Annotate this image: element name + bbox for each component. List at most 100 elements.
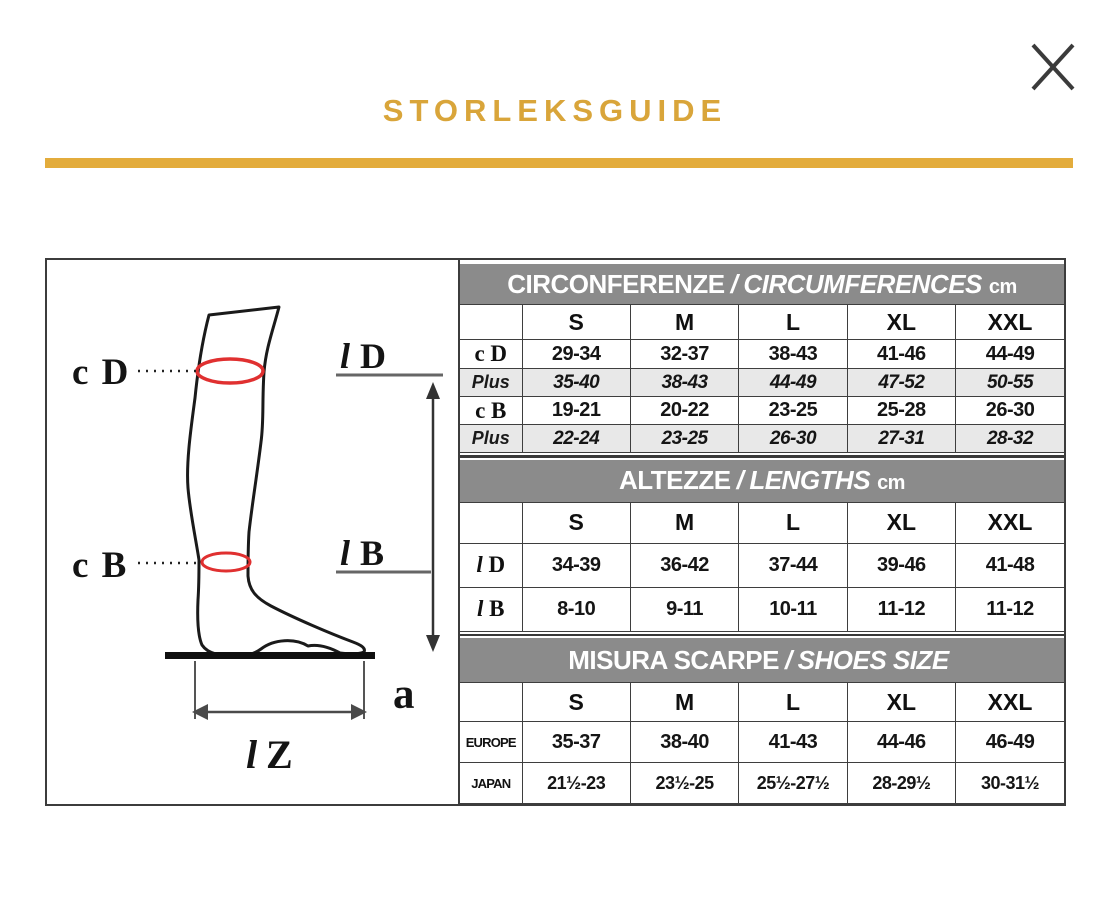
table-cell: 23-25 bbox=[738, 396, 848, 425]
size-col-header: XL bbox=[846, 501, 957, 544]
header-unit: cm bbox=[988, 275, 1017, 298]
table-cell: 29-34 bbox=[521, 339, 631, 369]
table-cell: 38-43 bbox=[738, 339, 848, 369]
shoes-size-header: MISURA SCARPE / SHOES SIZE bbox=[460, 638, 1064, 683]
table-cell: 10-11 bbox=[738, 586, 848, 632]
table-row-ld: l D 34-39 36-42 37-44 39-46 41-48 bbox=[460, 542, 1064, 588]
size-col-header: XXL bbox=[955, 682, 1064, 722]
table-cell: 21½-23 bbox=[521, 762, 631, 804]
table-cell: 32-37 bbox=[629, 339, 740, 369]
ground-line bbox=[165, 652, 375, 659]
header-title-it: MISURA SCARPE bbox=[568, 644, 779, 675]
page-title: STORLEKSGUIDE bbox=[382, 93, 728, 128]
table-cell: 28-32 bbox=[955, 424, 1064, 453]
lengths-table: ALTEZZE / LENGTHS cm S M L XL XXL l D 34-39… bbox=[460, 459, 1064, 632]
size-col-header: S bbox=[521, 501, 631, 544]
header-title-en: CIRCUMFERENCES bbox=[743, 268, 982, 299]
header-slash: / bbox=[784, 644, 792, 675]
label-ld-l: l bbox=[340, 336, 350, 376]
table-cell: 38-40 bbox=[629, 721, 740, 763]
table-cell: 41-43 bbox=[738, 721, 848, 763]
section-divider bbox=[460, 455, 1064, 458]
table-cell: 44-49 bbox=[955, 339, 1064, 369]
table-cell: 26-30 bbox=[738, 424, 848, 453]
table-cell: 25½-27½ bbox=[738, 762, 848, 804]
label-lz: Z bbox=[266, 732, 293, 777]
table-cell: 9-11 bbox=[629, 586, 740, 632]
leg-outline bbox=[186, 305, 366, 658]
row-label: c B bbox=[460, 396, 523, 425]
corner-cell bbox=[460, 682, 523, 722]
table-row-europe: EUROPE 35-37 38-40 41-43 44-46 46-49 bbox=[460, 721, 1064, 763]
close-button[interactable] bbox=[1030, 42, 1076, 92]
table-cell: 50-55 bbox=[955, 368, 1064, 397]
table-row-cd: c D 29-34 32-37 38-43 41-46 44-49 bbox=[460, 339, 1064, 369]
header-unit: cm bbox=[877, 472, 905, 494]
corner-cell bbox=[460, 501, 523, 544]
table-cell: 44-46 bbox=[846, 721, 957, 763]
table-cell: 46-49 bbox=[955, 721, 1064, 763]
foot-length-arrow bbox=[192, 661, 367, 720]
header-title-en: LENGTHS bbox=[749, 465, 871, 495]
table-cell: 11-12 bbox=[846, 586, 957, 632]
lengths-header: ALTEZZE / LENGTHS cm bbox=[460, 459, 1064, 502]
section-divider bbox=[460, 633, 1064, 636]
table-cell: 41-48 bbox=[955, 542, 1064, 588]
row-label: l B bbox=[460, 586, 523, 632]
table-cell: 28-29½ bbox=[846, 762, 957, 804]
label-lb: B bbox=[360, 533, 384, 573]
shoes-size-table: MISURA SCARPE / SHOES SIZE S M L XL XXL EU… bbox=[460, 638, 1064, 804]
label-lz-l: l bbox=[246, 732, 258, 777]
table-cell: 37-44 bbox=[738, 542, 848, 588]
row-label: Plus bbox=[460, 424, 523, 453]
table-cell: 44-49 bbox=[738, 368, 848, 397]
table-cell: 19-21 bbox=[521, 396, 631, 425]
size-col-header: L bbox=[738, 304, 848, 340]
size-col-header: S bbox=[521, 304, 631, 340]
header-title-it: CIRCONFERENZE bbox=[507, 268, 725, 299]
ankle-circumference-ellipse bbox=[200, 551, 252, 573]
label-ld: D bbox=[360, 336, 386, 376]
header-slash: / bbox=[736, 465, 744, 495]
size-col-header: XXL bbox=[955, 304, 1064, 340]
size-col-header: S bbox=[521, 682, 631, 722]
header-slash: / bbox=[730, 268, 738, 299]
table-cell: 22-24 bbox=[521, 424, 631, 453]
size-col-header: XL bbox=[846, 682, 957, 722]
vertical-length-arrow bbox=[426, 382, 440, 652]
size-col-header: M bbox=[629, 501, 740, 544]
row-label: l D bbox=[460, 542, 523, 588]
table-cell: 38-43 bbox=[629, 368, 740, 397]
table-row-cb: c B 19-21 20-22 23-25 25-28 26-30 bbox=[460, 396, 1064, 425]
table-cell: 36-42 bbox=[629, 542, 740, 588]
table-cell: 35-40 bbox=[521, 368, 631, 397]
title-divider-rule bbox=[45, 158, 1073, 168]
circumferences-header: CIRCONFERENZE / CIRCUMFERENCES cm bbox=[460, 264, 1064, 305]
table-cell: 47-52 bbox=[846, 368, 957, 397]
table-cell: 27-31 bbox=[846, 424, 957, 453]
calf-circumference-ellipse bbox=[195, 357, 265, 385]
table-row-cd-plus: Plus 35-40 38-43 44-49 47-52 50-55 bbox=[460, 368, 1064, 397]
table-row-lb: l B 8-10 9-11 10-11 11-12 11-12 bbox=[460, 586, 1064, 632]
row-label: JAPAN bbox=[460, 762, 523, 804]
label-cb: c B bbox=[72, 545, 128, 586]
header-title-en: SHOES SIZE bbox=[797, 644, 950, 675]
table-cell: 8-10 bbox=[521, 586, 631, 632]
size-col-header: XXL bbox=[955, 501, 1064, 544]
table-cell: 23½-25 bbox=[629, 762, 740, 804]
size-col-header: M bbox=[629, 682, 740, 722]
table-cell: 20-22 bbox=[629, 396, 740, 425]
size-col-header: M bbox=[629, 304, 740, 340]
row-label: EUROPE bbox=[460, 721, 523, 763]
size-col-header: XL bbox=[846, 304, 957, 340]
size-col-header: L bbox=[738, 501, 848, 544]
table-cell: 34-39 bbox=[521, 542, 631, 588]
circumferences-table: CIRCONFERENZE / CIRCUMFERENCES cm S M L XL … bbox=[460, 264, 1064, 453]
table-cell: 11-12 bbox=[955, 586, 1064, 632]
leg-measurement-diagram: c D c B l D l B a l Z bbox=[47, 260, 460, 804]
label-cd: c D bbox=[72, 352, 130, 393]
leg-diagram-svg: c D c B l D l B a l Z bbox=[72, 305, 443, 777]
table-cell: 25-28 bbox=[846, 396, 957, 425]
table-cell: 35-37 bbox=[521, 721, 631, 763]
